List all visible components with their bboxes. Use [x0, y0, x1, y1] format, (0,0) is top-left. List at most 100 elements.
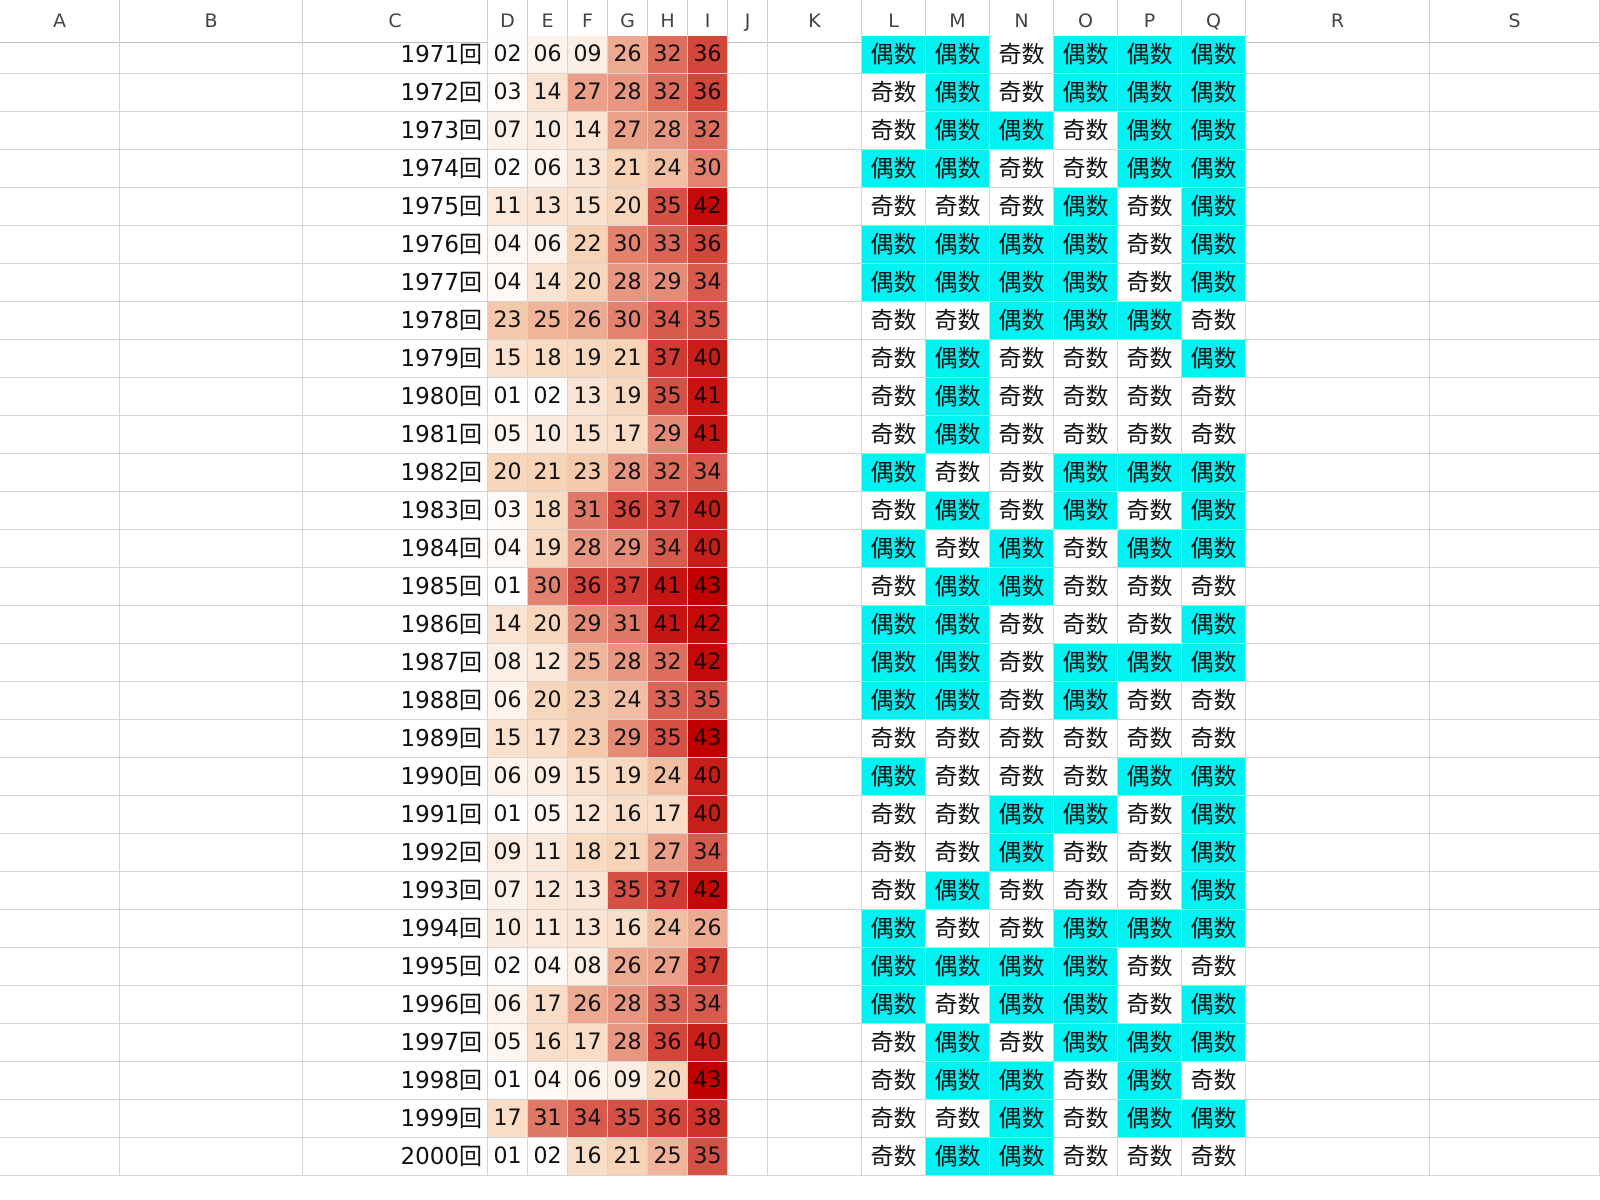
number-cell[interactable]: 35: [648, 720, 688, 758]
number-cell[interactable]: 09: [528, 758, 568, 796]
number-cell[interactable]: 21: [528, 454, 568, 492]
parity-cell[interactable]: 偶数: [1182, 644, 1246, 682]
cell-b[interactable]: [120, 644, 303, 682]
draw-number-cell[interactable]: 1992回: [303, 834, 488, 872]
number-cell[interactable]: 22: [568, 226, 608, 264]
column-header-n[interactable]: N: [990, 0, 1054, 42]
number-cell[interactable]: 40: [688, 796, 728, 834]
parity-cell[interactable]: 奇数: [990, 910, 1054, 948]
number-cell[interactable]: 28: [568, 530, 608, 568]
parity-cell[interactable]: 奇数: [1118, 1138, 1182, 1176]
parity-cell[interactable]: 奇数: [1054, 1100, 1118, 1138]
parity-cell[interactable]: 奇数: [1182, 1062, 1246, 1100]
draw-number-cell[interactable]: 1987回: [303, 644, 488, 682]
cell-b[interactable]: [120, 454, 303, 492]
parity-cell[interactable]: 偶数: [1182, 188, 1246, 226]
parity-cell[interactable]: 奇数: [1054, 720, 1118, 758]
number-cell[interactable]: 16: [568, 1138, 608, 1176]
parity-cell[interactable]: 偶数: [1118, 644, 1182, 682]
parity-cell[interactable]: 奇数: [926, 720, 990, 758]
draw-number-cell[interactable]: 1989回: [303, 720, 488, 758]
number-cell[interactable]: 43: [688, 568, 728, 606]
number-cell[interactable]: 37: [648, 340, 688, 378]
cell-a[interactable]: [0, 644, 120, 682]
column-header-l[interactable]: L: [862, 0, 926, 42]
number-cell[interactable]: 36: [648, 1024, 688, 1062]
number-cell[interactable]: 04: [528, 948, 568, 986]
number-cell[interactable]: 43: [688, 720, 728, 758]
number-cell[interactable]: 30: [528, 568, 568, 606]
cell-s[interactable]: [1430, 796, 1600, 834]
number-cell[interactable]: 23: [568, 682, 608, 720]
number-cell[interactable]: 37: [688, 948, 728, 986]
cell-s[interactable]: [1430, 226, 1600, 264]
draw-number-cell[interactable]: 1997回: [303, 1024, 488, 1062]
number-cell[interactable]: 26: [688, 910, 728, 948]
number-cell[interactable]: 26: [608, 36, 648, 74]
number-cell[interactable]: 15: [568, 416, 608, 454]
parity-cell[interactable]: 奇数: [926, 910, 990, 948]
cell-b[interactable]: [120, 682, 303, 720]
column-header-a[interactable]: A: [0, 0, 120, 42]
cell-k[interactable]: [768, 378, 862, 416]
cell-k[interactable]: [768, 226, 862, 264]
number-cell[interactable]: 13: [528, 188, 568, 226]
parity-cell[interactable]: 偶数: [990, 986, 1054, 1024]
parity-cell[interactable]: 奇数: [1118, 568, 1182, 606]
cell-j[interactable]: [728, 530, 768, 568]
parity-cell[interactable]: 奇数: [1054, 530, 1118, 568]
number-cell[interactable]: 02: [528, 1138, 568, 1176]
draw-number-cell[interactable]: 1977回: [303, 264, 488, 302]
draw-number-cell[interactable]: 1993回: [303, 872, 488, 910]
cell-j[interactable]: [728, 834, 768, 872]
cell-k[interactable]: [768, 74, 862, 112]
number-cell[interactable]: 40: [688, 340, 728, 378]
cell-a[interactable]: [0, 492, 120, 530]
column-header-j[interactable]: J: [728, 0, 768, 42]
cell-b[interactable]: [120, 36, 303, 74]
cell-r[interactable]: [1246, 1062, 1430, 1100]
cell-s[interactable]: [1430, 454, 1600, 492]
parity-cell[interactable]: 奇数: [990, 188, 1054, 226]
number-cell[interactable]: 35: [648, 188, 688, 226]
cell-s[interactable]: [1430, 36, 1600, 74]
cell-s[interactable]: [1430, 1100, 1600, 1138]
number-cell[interactable]: 15: [568, 758, 608, 796]
parity-cell[interactable]: 奇数: [990, 606, 1054, 644]
cell-b[interactable]: [120, 530, 303, 568]
number-cell[interactable]: 14: [568, 112, 608, 150]
number-cell[interactable]: 27: [648, 948, 688, 986]
cell-r[interactable]: [1246, 36, 1430, 74]
cell-b[interactable]: [120, 1100, 303, 1138]
parity-cell[interactable]: 偶数: [1054, 986, 1118, 1024]
cell-b[interactable]: [120, 986, 303, 1024]
parity-cell[interactable]: 奇数: [1054, 1138, 1118, 1176]
cell-k[interactable]: [768, 644, 862, 682]
draw-number-cell[interactable]: 1984回: [303, 530, 488, 568]
draw-number-cell[interactable]: 1985回: [303, 568, 488, 606]
cell-s[interactable]: [1430, 378, 1600, 416]
number-cell[interactable]: 35: [608, 872, 648, 910]
parity-cell[interactable]: 奇数: [1182, 1138, 1246, 1176]
draw-number-cell[interactable]: 1972回: [303, 74, 488, 112]
cell-r[interactable]: [1246, 150, 1430, 188]
parity-cell[interactable]: 偶数: [862, 644, 926, 682]
number-cell[interactable]: 41: [648, 606, 688, 644]
cell-b[interactable]: [120, 302, 303, 340]
parity-cell[interactable]: 偶数: [1118, 150, 1182, 188]
parity-cell[interactable]: 奇数: [862, 492, 926, 530]
parity-cell[interactable]: 奇数: [990, 378, 1054, 416]
draw-number-cell[interactable]: 1971回: [303, 36, 488, 74]
number-cell[interactable]: 20: [528, 682, 568, 720]
number-cell[interactable]: 28: [608, 1024, 648, 1062]
cell-s[interactable]: [1430, 682, 1600, 720]
parity-cell[interactable]: 偶数: [1118, 1100, 1182, 1138]
parity-cell[interactable]: 偶数: [1118, 454, 1182, 492]
parity-cell[interactable]: 偶数: [926, 682, 990, 720]
cell-b[interactable]: [120, 834, 303, 872]
parity-cell[interactable]: 偶数: [1182, 340, 1246, 378]
parity-cell[interactable]: 奇数: [926, 1100, 990, 1138]
number-cell[interactable]: 04: [488, 226, 528, 264]
number-cell[interactable]: 40: [688, 1024, 728, 1062]
cell-b[interactable]: [120, 910, 303, 948]
